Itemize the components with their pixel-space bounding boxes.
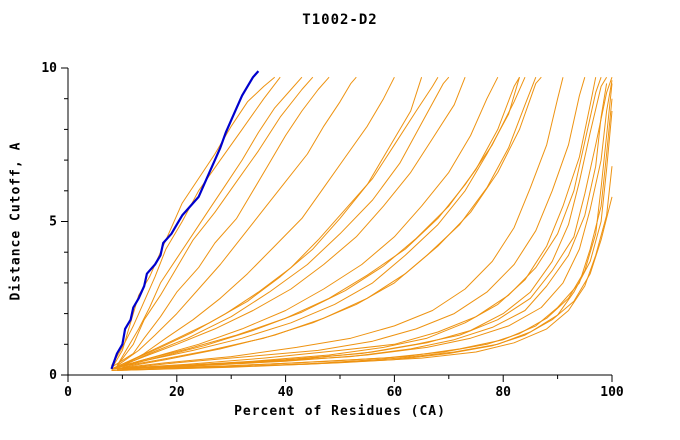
x-tick-label: 60 xyxy=(387,385,403,400)
x-tick-label: 100 xyxy=(600,385,624,400)
model-curve xyxy=(116,76,357,367)
x-tick-label: 80 xyxy=(495,385,511,400)
model-curve xyxy=(111,77,597,371)
model-curve xyxy=(116,166,613,371)
y-tick-label: 0 xyxy=(49,368,57,383)
model-curve xyxy=(116,76,314,367)
model-curve xyxy=(111,76,276,370)
model-curve xyxy=(116,77,537,368)
model-curve xyxy=(111,76,281,367)
model-curve xyxy=(116,76,303,367)
x-tick-label: 40 xyxy=(278,385,294,400)
model-curve xyxy=(111,76,330,368)
model-curve xyxy=(116,80,613,370)
highlighted-model-curve xyxy=(110,70,260,370)
chart-title: T1002-D2 xyxy=(302,12,378,28)
model-curve xyxy=(111,77,423,370)
model-curve xyxy=(122,76,395,367)
model-curve xyxy=(111,76,439,370)
y-tick-label: 5 xyxy=(49,215,57,230)
model-curve xyxy=(122,76,499,367)
model-curve xyxy=(111,77,564,370)
model-curve xyxy=(116,76,520,368)
model-curve xyxy=(122,76,608,370)
x-tick-label: 0 xyxy=(64,385,72,400)
model-curve xyxy=(111,77,520,370)
model-curve xyxy=(116,77,466,368)
model-curve xyxy=(111,196,613,371)
model-curve xyxy=(111,76,526,370)
y-tick-label: 10 xyxy=(41,61,57,76)
model-curve xyxy=(122,76,450,367)
model-curve xyxy=(116,77,586,370)
x-tick-label: 20 xyxy=(169,385,185,400)
model-curve xyxy=(122,77,613,370)
model-curve xyxy=(111,77,602,370)
model-curve xyxy=(122,98,613,370)
model-curve xyxy=(122,76,542,368)
x-axis-label: Percent of Residues (CA) xyxy=(234,404,446,419)
model-curve xyxy=(116,83,608,370)
